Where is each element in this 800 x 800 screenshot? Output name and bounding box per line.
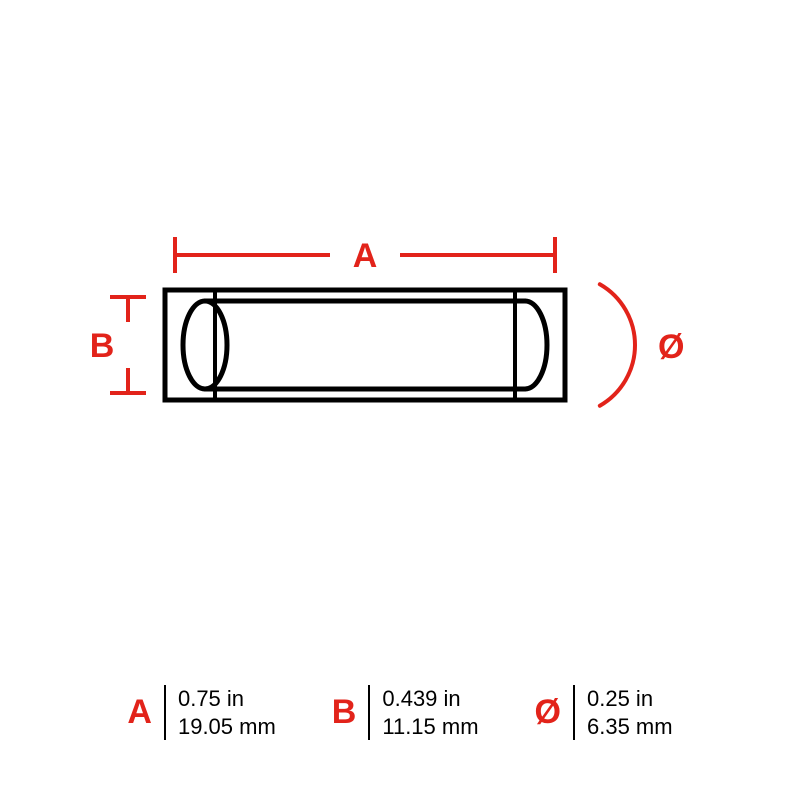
legend-value-mm: 11.15 mm [382, 713, 478, 741]
legend-value-mm: 19.05 mm [178, 713, 276, 741]
legend-value-in: 0.439 in [382, 685, 478, 713]
legend-item-b: B 0.439 in 11.15 mm [332, 685, 479, 740]
legend-value-mm: 6.35 mm [587, 713, 673, 741]
legend-letter: B [332, 693, 369, 732]
legend-item-a: A 0.75 in 19.05 mm [127, 685, 275, 740]
legend-values: 0.25 in 6.35 mm [573, 685, 673, 740]
svg-text:A: A [353, 237, 378, 275]
diagram-svg: A B Ø [0, 0, 800, 800]
legend-value-in: 0.75 in [178, 685, 276, 713]
legend-values: 0.439 in 11.15 mm [368, 685, 478, 740]
svg-text:B: B [90, 327, 115, 365]
legend-letter: A [127, 693, 164, 732]
svg-text:Ø: Ø [658, 328, 684, 366]
legend-values: 0.75 in 19.05 mm [164, 685, 276, 740]
legend-letter: Ø [535, 693, 573, 732]
legend-value-in: 0.25 in [587, 685, 673, 713]
dimension-legend: A 0.75 in 19.05 mm B 0.439 in 11.15 mm Ø… [0, 685, 800, 740]
dimension-diagram: A B Ø A 0.75 in 19.05 mm B 0.439 in 11.15 … [0, 0, 800, 800]
legend-item-dia: Ø 0.25 in 6.35 mm [535, 685, 673, 740]
